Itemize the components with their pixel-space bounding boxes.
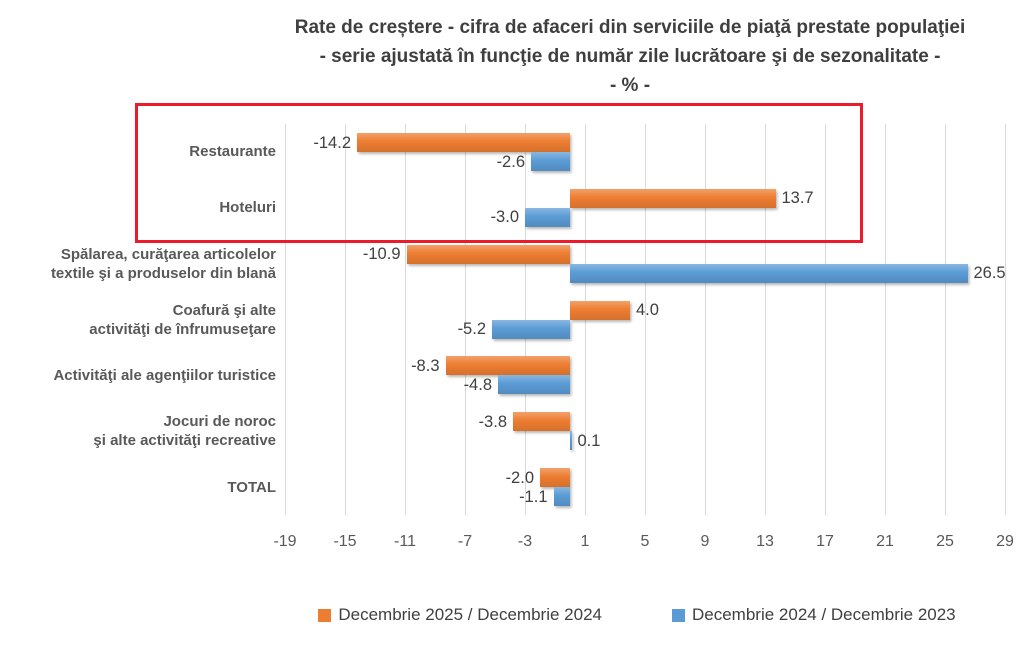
value-label: -1.1 — [519, 487, 548, 506]
bar-series0-row2 — [406, 244, 570, 264]
legend-item-dec2024: Decembrie 2024 / Decembrie 2023 — [672, 605, 956, 625]
category-label: Hoteluri — [219, 199, 276, 217]
highlight-box — [135, 103, 863, 243]
x-tick-label: 5 — [640, 533, 650, 550]
x-tick-label: 25 — [936, 533, 954, 550]
legend-label-dec2025: Decembrie 2025 / Decembrie 2024 — [338, 605, 602, 624]
value-label: -10.9 — [362, 245, 401, 264]
x-tick-label: 9 — [700, 533, 710, 550]
gridline — [405, 124, 406, 515]
category-label: Activităţi ale agenţiilor turistice — [53, 366, 276, 384]
legend-swatch-orange — [318, 608, 332, 622]
category-label: Spălarea, curăţarea articolelor textile … — [50, 245, 276, 282]
value-label: 0.1 — [577, 431, 601, 450]
gridline — [705, 124, 706, 515]
bar-series1-row0 — [531, 152, 570, 171]
bar-series0-row4 — [445, 356, 570, 376]
legend-item-dec2025: Decembrie 2025 / Decembrie 2024 — [318, 605, 602, 625]
x-tick-label: -11 — [394, 533, 416, 550]
gridline — [345, 124, 346, 515]
value-label: 26.5 — [973, 264, 1006, 283]
value-label: 4.0 — [636, 301, 659, 320]
bar-series1-row1 — [525, 207, 570, 227]
value-label: -3.0 — [490, 208, 519, 227]
x-tick-label: 1 — [580, 533, 590, 550]
gridline — [885, 124, 886, 515]
gridline — [465, 124, 466, 515]
chart-title-line2: - serie ajustată în funcţie de număr zil… — [319, 46, 941, 67]
legend-swatch-blue — [672, 608, 685, 622]
value-label: -2.0 — [505, 468, 534, 487]
category-label: TOTAL — [227, 478, 276, 496]
chart-title-line1: Rate de creștere - cifra de afaceri din … — [294, 17, 966, 38]
x-tick-label: -7 — [457, 533, 473, 550]
bar-series0-row0 — [357, 133, 570, 152]
chart-title-unit: - % - — [609, 75, 651, 96]
category-label: Coafură şi alte activităţi de înfrumuseţ… — [89, 301, 276, 338]
chart-title: Rate de creștere - cifra de afaceri din … — [236, 13, 1024, 100]
x-tick-label: -3 — [517, 533, 533, 550]
x-tick-label: -19 — [273, 533, 297, 550]
bar-series0-row1 — [570, 188, 776, 208]
bar-series0-row5 — [513, 412, 570, 432]
bar-series1-row2 — [570, 263, 968, 283]
gridline — [1005, 124, 1006, 515]
bar-series0-row6 — [540, 468, 570, 488]
x-tick-label: -15 — [333, 533, 357, 550]
gridline — [525, 124, 526, 515]
bar-series1-row5 — [570, 431, 572, 451]
gridline — [945, 124, 946, 515]
bar-series0-row3 — [570, 300, 630, 320]
value-label: 13.7 — [781, 189, 814, 208]
bar-series1-row4 — [498, 375, 570, 395]
value-label: -5.2 — [457, 320, 486, 339]
value-label: -14.2 — [313, 133, 351, 152]
legend: Decembrie 2025 / Decembrie 2024 Decembri… — [250, 599, 1024, 631]
gridline — [285, 124, 286, 515]
legend-label-dec2024: Decembrie 2024 / Decembrie 2023 — [692, 605, 956, 624]
x-tick-label: 13 — [756, 533, 774, 550]
x-tick-label: 29 — [996, 533, 1014, 550]
category-label: Jocuri de noroc şi alte activităţi recre… — [93, 413, 276, 450]
bar-series1-row6 — [553, 487, 570, 507]
gridline — [765, 124, 766, 515]
gridline — [825, 124, 826, 515]
category-label: Restaurante — [189, 143, 276, 161]
value-label: -3.8 — [478, 412, 507, 431]
value-label: -4.8 — [463, 375, 492, 394]
x-tick-label: 21 — [876, 533, 894, 550]
value-label: -2.6 — [496, 152, 525, 171]
bar-series1-row3 — [492, 319, 570, 339]
gridline — [645, 124, 646, 515]
x-tick-label: 17 — [816, 533, 834, 550]
value-label: -8.3 — [411, 356, 440, 375]
